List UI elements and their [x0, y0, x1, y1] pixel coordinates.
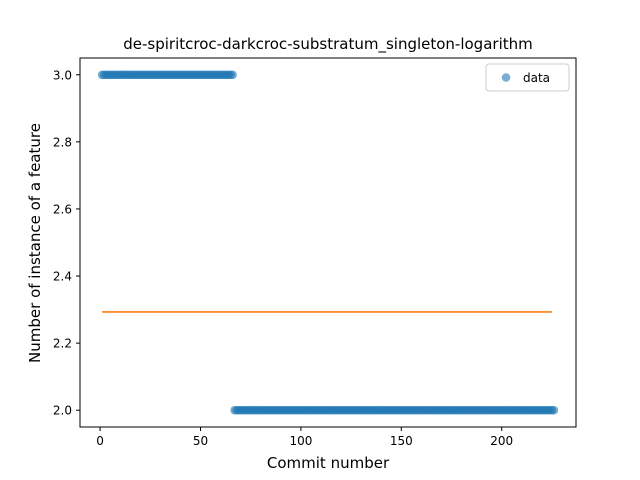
legend-box	[485, 63, 570, 92]
axes: 0 50 100 150 200 2.0 2.2 2.4 2.6 2.8 3.0	[53, 57, 577, 448]
legend-marker	[501, 73, 511, 82]
data-point	[549, 405, 559, 415]
legend: data	[485, 63, 570, 92]
x-axis-label: Commit number	[267, 454, 390, 472]
x-tick-label: 150	[390, 434, 413, 448]
chart-title: de-spiritcroc-darkcroc-substratum_single…	[123, 35, 532, 54]
data-point	[228, 70, 237, 80]
x-tick-label: 100	[289, 434, 312, 448]
x-tick-label: 0	[96, 434, 104, 448]
x-tick-label: 50	[193, 434, 208, 448]
legend-label: data	[523, 71, 550, 85]
y-tick-label: 2.4	[53, 270, 72, 284]
y-axis-label: Number of instance of a feature	[26, 123, 44, 363]
plot-frame	[79, 57, 577, 428]
plot-area	[97, 70, 559, 415]
y-tick-label: 2.2	[53, 337, 72, 351]
y-tick-label: 2.0	[53, 404, 72, 418]
y-tick-label: 2.6	[53, 202, 72, 216]
y-tick-label: 3.0	[53, 68, 72, 82]
x-tick-label: 200	[490, 434, 513, 448]
y-tick-label: 2.8	[53, 135, 72, 149]
